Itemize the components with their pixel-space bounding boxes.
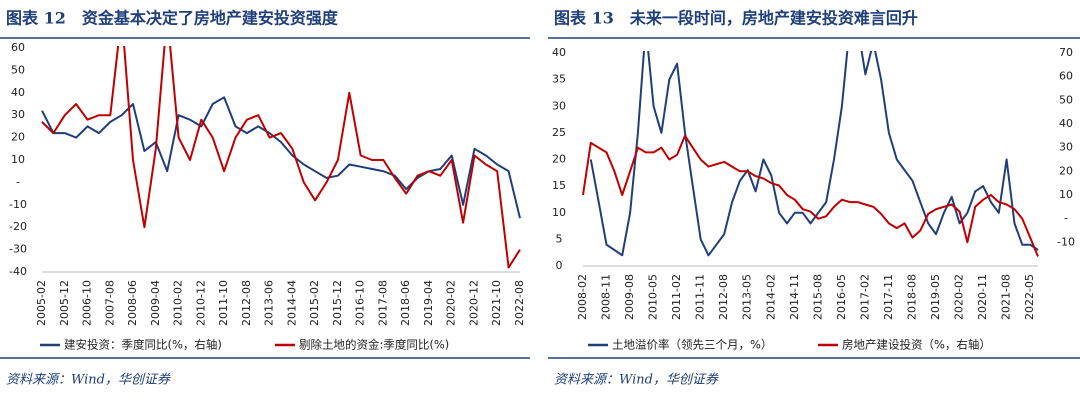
source: 资料来源：Wind，华创证券 <box>6 373 171 388</box>
x-tick-label: 2016-05 <box>835 274 848 320</box>
y-tick-label: 30 <box>552 99 566 112</box>
source: 资料来源：Wind，华创证券 <box>554 373 719 388</box>
x-tick-label: 2014-04 <box>285 280 298 326</box>
x-tick-label: 2017-02 <box>858 274 871 320</box>
legend-label: 建安投资：季度同比(%，右轴) <box>64 338 222 352</box>
x-tick-label: 2008-02 <box>576 274 589 320</box>
y-tick-label: 40 <box>11 86 25 99</box>
series-line <box>589 51 1039 257</box>
y-tick-label: -20 <box>9 220 27 233</box>
x-tick-label: 2010-05 <box>647 274 660 320</box>
x-tick-label: 2011-10 <box>217 280 230 326</box>
x-tick-label: 2010-12 <box>194 280 207 326</box>
y-tick-label: 60 <box>11 41 25 54</box>
y-tick-label: 5 <box>556 232 563 245</box>
x-tick-label: 2020-02 <box>953 274 966 320</box>
x-tick-label: 2013-05 <box>741 274 754 320</box>
x-tick-label: 2015-02 <box>308 280 321 326</box>
y-tick-label: 10 <box>552 206 566 219</box>
x-tick-label: 2011-11 <box>694 274 707 320</box>
x-tick-label: 2019-05 <box>929 274 942 320</box>
x-tick-label: 2011-02 <box>670 274 683 320</box>
x-tick-label: 2008-06 <box>126 280 139 326</box>
x-tick-label: 2016-10 <box>354 280 367 326</box>
x-tick-label: 2012-08 <box>717 274 730 320</box>
y-tick-label: -40 <box>9 265 27 278</box>
x-tick-label: 2020-02 <box>445 280 458 326</box>
plot-area <box>582 51 1039 257</box>
x-tick-label: 2014-11 <box>788 274 801 320</box>
plot-area <box>41 46 521 269</box>
y-tick-label: -10 <box>9 198 27 211</box>
y2-tick-label: 70 <box>1059 46 1073 59</box>
x-tick-label: 2017-11 <box>882 274 895 320</box>
x-tick-label: 2022-08 <box>513 280 526 326</box>
y-tick-label: 25 <box>552 126 566 139</box>
y-tick-label: 20 <box>11 131 25 144</box>
y-tick-label: 15 <box>552 179 566 192</box>
y-tick-label: 30 <box>11 108 25 121</box>
x-tick-label: 2018-08 <box>905 274 918 320</box>
y2-tick-label: 60 <box>1059 70 1073 83</box>
y2-tick-label: - <box>1064 212 1068 225</box>
y-tick-label: 10 <box>11 153 25 166</box>
y-tick-label: 50 <box>11 63 25 76</box>
x-tick-label: 2007-08 <box>103 280 116 326</box>
y-tick-label: 40 <box>552 46 566 59</box>
legend-label: 土地溢价率（领先三个月，%） <box>612 338 772 352</box>
y2-tick-label: 30 <box>1059 141 1073 154</box>
x-tick-label: 2020-12 <box>467 280 480 326</box>
y-tick-label: - <box>16 175 20 188</box>
x-tick-label: 2021-10 <box>490 280 503 326</box>
x-tick-label: 2006-10 <box>81 280 94 326</box>
y-tick-label: 0 <box>556 259 563 272</box>
x-tick-label: 2010-02 <box>172 280 185 326</box>
x-tick-label: 2017-08 <box>376 280 389 326</box>
y-tick-label: 35 <box>552 73 566 86</box>
x-tick-label: 2005-02 <box>35 280 48 326</box>
x-tick-label: 2021-08 <box>1000 274 1013 320</box>
y2-tick-label: -10 <box>1057 235 1075 248</box>
x-tick-label: 2005-12 <box>58 280 71 326</box>
x-tick-label: 2009-08 <box>623 274 636 320</box>
legend-label: 房地产建设投资（%，右轴） <box>842 338 991 352</box>
y-tick-label: 20 <box>552 153 566 166</box>
legend-label: 剔除土地的资金:季度同比(%) <box>299 338 449 352</box>
x-tick-label: 2022-05 <box>1023 274 1036 320</box>
y2-tick-label: 10 <box>1059 188 1073 201</box>
title: 图表 13 未来一段时间，房地产建安投资难言回升 <box>554 9 918 28</box>
x-tick-label: 2015-12 <box>331 280 344 326</box>
x-tick-label: 2014-02 <box>764 274 777 320</box>
x-tick-label: 2012-08 <box>240 280 253 326</box>
x-tick-label: 2013-06 <box>263 280 276 326</box>
x-tick-label: 2008-11 <box>600 274 613 320</box>
y-tick-label: -30 <box>9 243 27 256</box>
series-line <box>41 46 521 269</box>
x-tick-label: 2009-04 <box>149 280 162 326</box>
x-tick-label: 2020-11 <box>976 274 989 320</box>
title: 图表 12 资金基本决定了房地产建安投资强度 <box>6 9 339 28</box>
x-tick-label: 2019-04 <box>422 280 435 326</box>
y2-tick-label: 50 <box>1059 93 1073 106</box>
y2-tick-label: 40 <box>1059 117 1073 130</box>
x-tick-label: 2015-08 <box>811 274 824 320</box>
x-tick-label: 2018-06 <box>399 280 412 326</box>
series-line <box>41 96 521 219</box>
y2-tick-label: 20 <box>1059 164 1073 177</box>
series-line <box>582 134 1039 257</box>
